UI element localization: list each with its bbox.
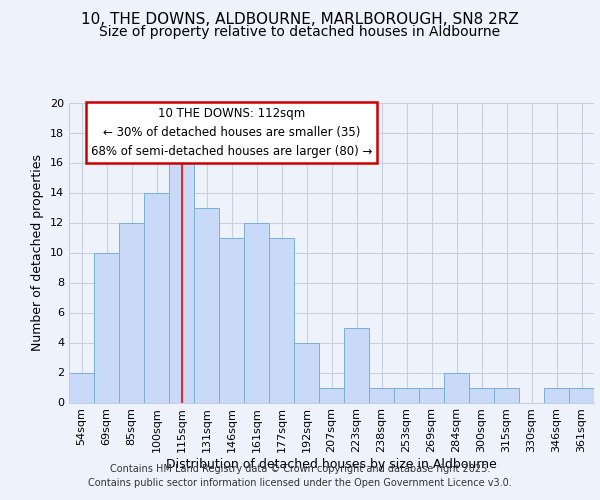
Text: 10, THE DOWNS, ALDBOURNE, MARLBOROUGH, SN8 2RZ: 10, THE DOWNS, ALDBOURNE, MARLBOROUGH, S… <box>81 12 519 28</box>
Bar <box>419 388 444 402</box>
Bar <box>319 388 344 402</box>
Bar <box>394 388 419 402</box>
Bar <box>69 372 94 402</box>
Bar <box>469 388 494 402</box>
Text: Size of property relative to detached houses in Aldbourne: Size of property relative to detached ho… <box>100 25 500 39</box>
Text: Contains HM Land Registry data © Crown copyright and database right 2025.
Contai: Contains HM Land Registry data © Crown c… <box>88 464 512 487</box>
Bar <box>219 238 244 402</box>
Bar <box>294 342 319 402</box>
Bar <box>494 388 519 402</box>
Bar <box>344 328 369 402</box>
Bar <box>269 238 294 402</box>
Y-axis label: Number of detached properties: Number of detached properties <box>31 154 44 351</box>
Bar <box>544 388 569 402</box>
Bar <box>569 388 594 402</box>
Bar <box>369 388 394 402</box>
X-axis label: Distribution of detached houses by size in Aldbourne: Distribution of detached houses by size … <box>166 458 497 471</box>
Bar <box>119 222 144 402</box>
Text: 10 THE DOWNS: 112sqm
← 30% of detached houses are smaller (35)
68% of semi-detac: 10 THE DOWNS: 112sqm ← 30% of detached h… <box>91 107 373 158</box>
Bar <box>144 192 169 402</box>
Bar <box>194 208 219 402</box>
Bar <box>444 372 469 402</box>
Bar <box>244 222 269 402</box>
Bar <box>169 162 194 402</box>
Bar <box>94 252 119 402</box>
